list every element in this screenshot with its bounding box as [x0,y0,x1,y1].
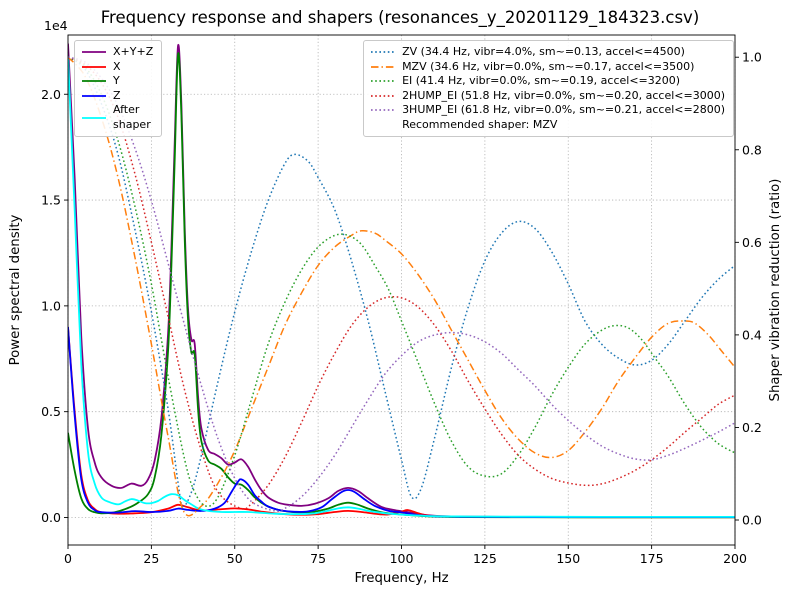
legend-swatch-line [82,80,106,83]
left-axis-label: Power spectral density [8,214,23,365]
legend-label-3hump-ei: 3HUMP_EI (61.8 Hz, vibr=0.0%, sm~=0.21, … [402,103,725,116]
legend-swatch-line [371,94,396,97]
left-axis-offset-label: 1e4 [44,18,68,33]
x-tick-label: 150 [556,551,580,566]
x-tick-label: 25 [143,551,159,566]
legend-label-xyz: X+Y+Z [113,45,154,58]
legend-swatch-line [82,51,106,54]
recommended-shaper-note: Recommended shaper: MZV [402,117,558,131]
right-tick-label: 0.2 [742,420,762,435]
legend-swatch-line [371,109,396,112]
legend-shapers: ZV (34.4 Hz, vibr=4.0%, sm~=0.13, accel<… [363,40,734,137]
tick-labels: 0 25 50 75 100 125 150 175 200 0.0 0.5 1.0 1.5 2.0 0.0… [41,50,762,566]
legend-item-3hump-ei: 3HUMP_EI (61.8 Hz, vibr=0.0%, sm~=0.21, … [370,103,725,118]
left-tick-label: 1.5 [41,193,61,208]
legend-swatch-line [371,51,396,54]
left-tick-label: 0.5 [41,404,61,419]
chart-title: Frequency response and shapers (resonanc… [100,8,700,27]
legend-label-after-shaper: After shaper [113,103,151,131]
right-tick-label: 0.4 [742,327,762,342]
psd-line-xyz [68,43,735,518]
legend-item-x: X [81,60,153,75]
x-tick-label: 175 [640,551,664,566]
legend-swatch-line [371,65,396,68]
x-tick-label: 50 [227,551,243,566]
legend-psd: X+Y+Z X Y Z After shaper [74,40,163,137]
legend-label-2hump-ei: 2HUMP_EI (51.8 Hz, vibr=0.0%, sm~=0.20, … [402,88,725,102]
legend-item-y: Y [81,74,153,89]
x-tick-label: 0 [64,551,72,566]
legend-label-z: Z [113,88,121,102]
x-tick-label: 75 [310,551,326,566]
psd-line-after-shaper [68,56,735,518]
right-tick-label: 0.8 [742,142,762,157]
left-tick-label: 0.0 [41,510,61,525]
legend-item-2hump-ei: 2HUMP_EI (51.8 Hz, vibr=0.0%, sm~=0.20, … [370,89,725,104]
shaper-line-ei [68,56,735,508]
legend-item-after-shaper: After shaper [81,103,153,132]
x-axis-label: Frequency, Hz [354,571,448,586]
legend-item-xyz: X+Y+Z [81,45,153,60]
left-tick-label: 1.0 [41,298,61,313]
legend-swatch-line [371,80,396,83]
legend-item-zv: ZV (34.4 Hz, vibr=4.0%, sm~=0.13, accel<… [370,45,725,60]
legend-swatch-line [82,94,106,97]
legend-label-mzv: MZV (34.6 Hz, vibr=0.0%, sm~=0.17, accel… [402,59,695,73]
legend-label-ei: EI (41.4 Hz, vibr=0.0%, sm~=0.19, accel<… [402,74,681,87]
legend-label-zv: ZV (34.4 Hz, vibr=4.0%, sm~=0.13, accel<… [402,45,685,58]
right-tick-label: 0.0 [742,513,762,528]
right-tick-label: 0.6 [742,235,762,250]
legend-swatch-line [82,65,106,68]
legend-label-y: Y [113,74,120,87]
x-tick-label: 125 [473,551,497,566]
x-tick-label: 200 [723,551,747,566]
legend-label-x: X [113,59,121,73]
left-tick-label: 2.0 [41,87,61,102]
legend-item-ei: EI (41.4 Hz, vibr=0.0%, sm~=0.19, accel<… [370,74,725,89]
shaper-line-3hump-ei [68,56,735,512]
x-tick-label: 100 [390,551,414,566]
legend-item-z: Z [81,89,153,104]
legend-item-mzv: MZV (34.6 Hz, vibr=0.0%, sm~=0.17, accel… [370,60,725,75]
legend-swatch-line [82,116,106,119]
right-axis-label: Shaper vibration reduction (ratio) [768,179,783,402]
series-group [68,43,735,519]
right-tick-label: 1.0 [742,50,762,65]
